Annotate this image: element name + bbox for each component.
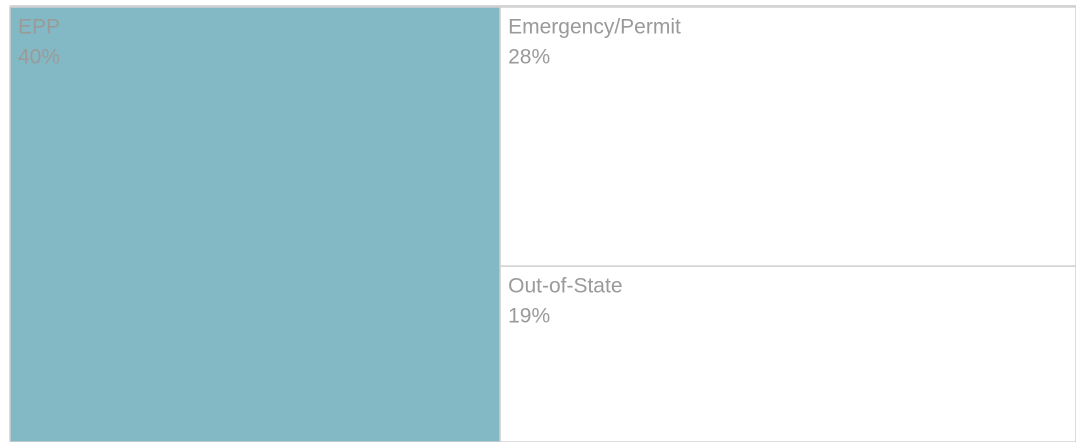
cell-value: 40% [18, 45, 60, 68]
cell-label: EPP [18, 15, 60, 38]
treemap-cell [9, 6, 501, 442]
cell-label: Out-of-State [508, 275, 622, 298]
treemap-cell [499, 265, 1076, 442]
cell-label: Emergency/Permit [508, 15, 681, 38]
cell-value: 19% [508, 305, 550, 328]
cell-value: 28% [508, 45, 550, 68]
treemap-cell [499, 6, 1076, 267]
